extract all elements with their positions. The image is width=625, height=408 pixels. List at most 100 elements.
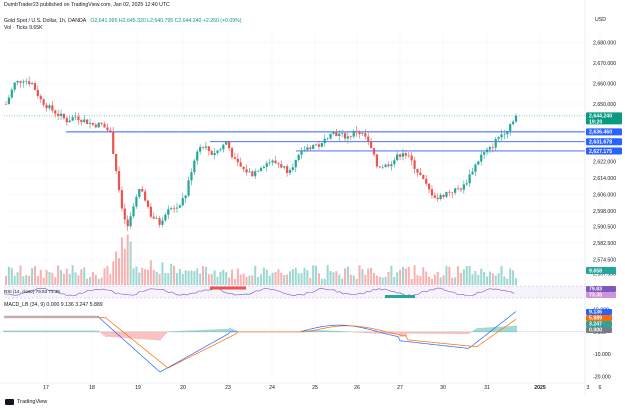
macd-histogram-bar bbox=[193, 330, 195, 333]
rsi-value-label: 79.83 bbox=[589, 287, 602, 293]
currency-label[interactable]: USD bbox=[595, 17, 606, 23]
macd-histogram-bar bbox=[441, 331, 443, 334]
volume-bar bbox=[36, 275, 39, 285]
volume-bar bbox=[430, 278, 433, 285]
macd-histogram-bar bbox=[71, 330, 73, 333]
rsi-line bbox=[3, 287, 515, 297]
macd-histogram-bar bbox=[449, 331, 451, 334]
macd-histogram-bar bbox=[109, 331, 111, 337]
macd-histogram-bar bbox=[373, 331, 375, 334]
volume-bar bbox=[486, 276, 489, 285]
candle-body bbox=[94, 124, 97, 128]
volume-bar bbox=[210, 274, 213, 285]
macd-histogram-bar bbox=[407, 331, 409, 334]
volume-bar bbox=[491, 273, 494, 285]
price-tick-label: 2,606.000 bbox=[593, 193, 616, 199]
volume-bar bbox=[138, 272, 141, 285]
candle-body bbox=[291, 167, 294, 171]
macd-legend[interactable]: MACD_LB (34, 9) 0.000 9.136 3.247 5.889 bbox=[4, 302, 103, 308]
macd-histogram-bar bbox=[181, 330, 183, 333]
candle-body bbox=[126, 219, 129, 227]
volume-bar bbox=[245, 276, 248, 285]
macd-histogram-bar bbox=[29, 330, 31, 333]
volume-bar bbox=[262, 267, 265, 285]
level-price-tag bbox=[586, 147, 622, 155]
macd-histogram-bar bbox=[169, 331, 171, 333]
macd-histogram-bar bbox=[9, 330, 11, 333]
candle-body bbox=[158, 218, 161, 225]
candle-body bbox=[184, 195, 187, 199]
volume-bar bbox=[349, 274, 352, 285]
candle-body bbox=[465, 183, 468, 185]
candle-body bbox=[77, 116, 80, 121]
macd-histogram-bar bbox=[87, 330, 89, 333]
rsi-overbought-marker bbox=[210, 286, 246, 290]
volume-bar bbox=[80, 269, 83, 285]
volume-bar bbox=[207, 274, 210, 285]
candle-body bbox=[57, 113, 60, 116]
macd-histogram-bar bbox=[229, 327, 231, 333]
level-price-label: 2,627.175 bbox=[589, 149, 612, 155]
candle-body bbox=[306, 147, 309, 150]
ohlc-values: O2,641.995 H2,645.320 L2,640.795 C2,644.… bbox=[90, 18, 242, 24]
candle-body bbox=[7, 97, 10, 105]
candle-body bbox=[425, 178, 428, 184]
volume-bar bbox=[497, 273, 500, 285]
macd-histogram-bar bbox=[479, 327, 481, 333]
macd-histogram-bar bbox=[77, 330, 79, 333]
volume-bar bbox=[381, 277, 384, 285]
volume-bar bbox=[199, 273, 202, 285]
volume-bar bbox=[277, 269, 280, 285]
rsi-legend[interactable]: RSI (14, close) 79.83 73.35 bbox=[4, 289, 60, 294]
time-tick-label: 19 bbox=[135, 385, 141, 391]
candle-body bbox=[117, 171, 121, 191]
macd-histogram-bar bbox=[437, 331, 439, 334]
volume-bar bbox=[494, 275, 497, 285]
candle-body bbox=[132, 206, 135, 217]
volume-bar bbox=[306, 270, 309, 285]
macd-histogram-bar bbox=[211, 329, 213, 333]
volume-bar bbox=[54, 277, 57, 285]
macd-histogram-bar bbox=[121, 331, 123, 338]
candle-body bbox=[456, 188, 460, 189]
candle-body bbox=[207, 146, 210, 152]
volume-bar bbox=[19, 265, 22, 285]
macd-histogram-bar bbox=[363, 331, 365, 333]
candle-body bbox=[343, 133, 347, 139]
macd-histogram-bar bbox=[515, 325, 517, 333]
volume-bar bbox=[433, 274, 436, 285]
volume-bar bbox=[512, 270, 515, 285]
macd-histogram-bar bbox=[467, 331, 469, 335]
volume-bar bbox=[62, 273, 65, 285]
candle-body bbox=[474, 164, 477, 172]
volume-bar bbox=[158, 274, 161, 285]
volume-bar bbox=[317, 273, 320, 285]
volume-bar bbox=[352, 275, 355, 285]
macd-histogram-bar bbox=[325, 330, 327, 333]
macd-histogram-bar bbox=[107, 331, 109, 337]
macd-histogram-bar bbox=[415, 331, 417, 334]
candle-body bbox=[326, 138, 329, 140]
volume-bar bbox=[126, 234, 129, 285]
price-tick-label: 2,670.000 bbox=[593, 61, 616, 67]
price-axis: 2,680.000 2,670.000 2,660.000 2,650.000 2,62… bbox=[584, 0, 622, 395]
candle-body bbox=[471, 171, 474, 175]
macd-histogram-bar bbox=[33, 330, 35, 333]
footer-brand: TradingView bbox=[5, 399, 47, 405]
candle-body bbox=[161, 220, 164, 225]
candle-body bbox=[288, 170, 292, 173]
volume-bar bbox=[149, 260, 152, 285]
candle-body bbox=[494, 139, 497, 148]
macd-histogram-bar bbox=[37, 330, 39, 333]
symbol-title[interactable]: Gold Spot / U.S. Dollar, 1h, OANDA bbox=[4, 18, 86, 24]
horizontal-levels[interactable] bbox=[4, 115, 585, 152]
volume-bar bbox=[404, 268, 407, 285]
candle-body bbox=[254, 171, 257, 177]
volume-bar bbox=[303, 267, 306, 285]
candle-body bbox=[22, 81, 25, 83]
price-tick-label: 2,660.000 bbox=[593, 81, 616, 87]
candle-body bbox=[265, 163, 268, 167]
macd-histogram-bar bbox=[395, 331, 397, 334]
volume-bar bbox=[451, 277, 454, 285]
